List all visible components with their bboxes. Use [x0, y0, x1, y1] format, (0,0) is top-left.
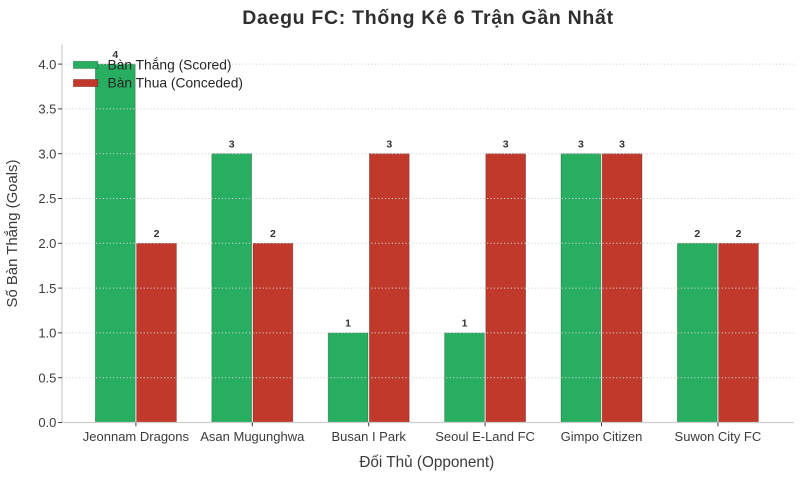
svg-text:3: 3: [386, 139, 392, 151]
svg-text:2: 2: [270, 228, 276, 240]
svg-text:Bàn Thua (Conceded): Bàn Thua (Conceded): [108, 75, 244, 90]
svg-text:3.0: 3.0: [38, 146, 56, 161]
svg-text:3: 3: [229, 139, 235, 151]
svg-text:0.5: 0.5: [38, 370, 56, 385]
svg-text:1: 1: [345, 318, 351, 330]
svg-text:Seoul E-Land FC: Seoul E-Land FC: [435, 429, 535, 444]
svg-text:2.0: 2.0: [38, 236, 56, 251]
svg-text:3: 3: [619, 139, 625, 151]
svg-text:2: 2: [736, 228, 742, 240]
svg-text:2: 2: [694, 228, 700, 240]
svg-text:2: 2: [154, 228, 160, 240]
svg-text:1: 1: [462, 318, 468, 330]
svg-text:2.5: 2.5: [38, 191, 56, 206]
svg-text:Số Bàn Thắng (Goals): Số Bàn Thắng (Goals): [4, 160, 21, 308]
svg-text:Suwon City FC: Suwon City FC: [675, 429, 762, 444]
svg-text:Bàn Thắng (Scored): Bàn Thắng (Scored): [108, 56, 232, 72]
svg-text:3: 3: [578, 139, 584, 151]
svg-text:4: 4: [112, 49, 118, 61]
svg-text:Daegu FC: Thống Kê 6 Trận Gần: Daegu FC: Thống Kê 6 Trận Gần Nhất: [242, 7, 614, 29]
svg-text:1.5: 1.5: [38, 281, 56, 296]
svg-text:3: 3: [503, 139, 509, 151]
svg-text:Đối Thủ (Opponent): Đối Thủ (Opponent): [359, 454, 494, 471]
svg-text:0.0: 0.0: [38, 415, 56, 430]
svg-text:4.0: 4.0: [38, 57, 56, 72]
svg-text:Jeonnam Dragons: Jeonnam Dragons: [83, 429, 190, 444]
svg-text:Busan I Park: Busan I Park: [331, 429, 406, 444]
svg-text:1.0: 1.0: [38, 326, 56, 341]
svg-text:Gimpo Citizen: Gimpo Citizen: [561, 429, 643, 444]
svg-text:3.5: 3.5: [38, 102, 56, 117]
svg-text:Asan Mugunghwa: Asan Mugunghwa: [200, 429, 305, 444]
